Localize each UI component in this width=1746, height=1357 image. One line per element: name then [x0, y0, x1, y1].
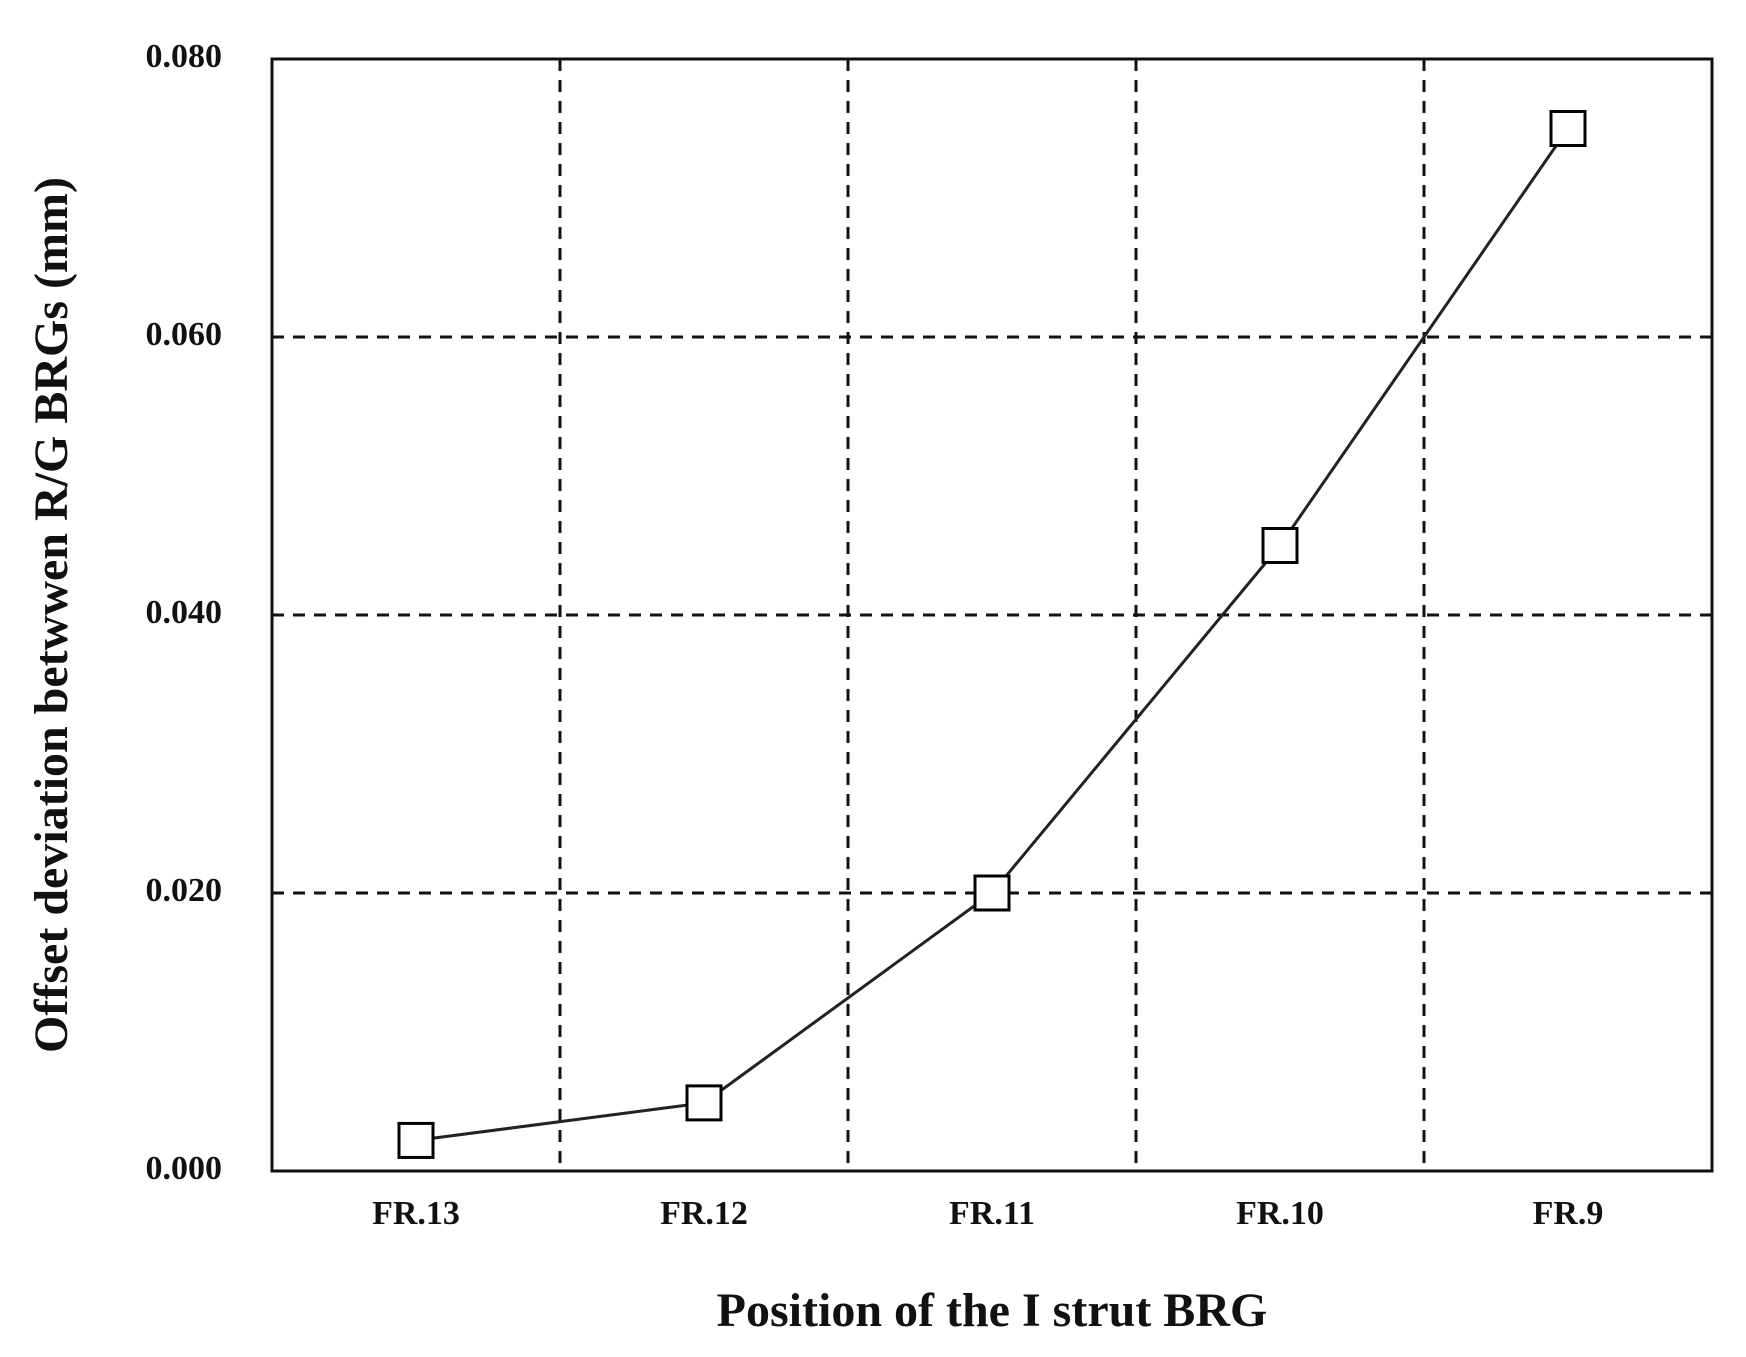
line [415, 127, 1570, 1142]
x-tick-label: FR.13 [372, 1195, 460, 1232]
y-tick-label: 0.040 [146, 594, 223, 631]
x-axis-title: Position of the I strut BRG [717, 1284, 1268, 1337]
x-tick-label: FR.11 [949, 1195, 1035, 1232]
y-tick-label: 0.080 [146, 38, 223, 75]
y-axis-title: Offset deviation betwwen R/G BRGs (mm) [25, 177, 78, 1053]
plot-frame [270, 57, 1714, 1173]
marker [1549, 110, 1587, 147]
x-tick-label: FR.9 [1533, 1195, 1604, 1232]
marker [973, 874, 1011, 912]
marker [397, 1121, 435, 1159]
x-tick-label: FR.10 [1236, 1195, 1324, 1232]
marker [685, 1084, 723, 1122]
y-tick-label: 0.020 [146, 872, 223, 909]
y-tick-label: 0.060 [146, 316, 223, 353]
x-tick-label: FR.12 [660, 1195, 748, 1232]
marker [1261, 527, 1299, 564]
y-tick-label: 0.000 [146, 1150, 223, 1187]
